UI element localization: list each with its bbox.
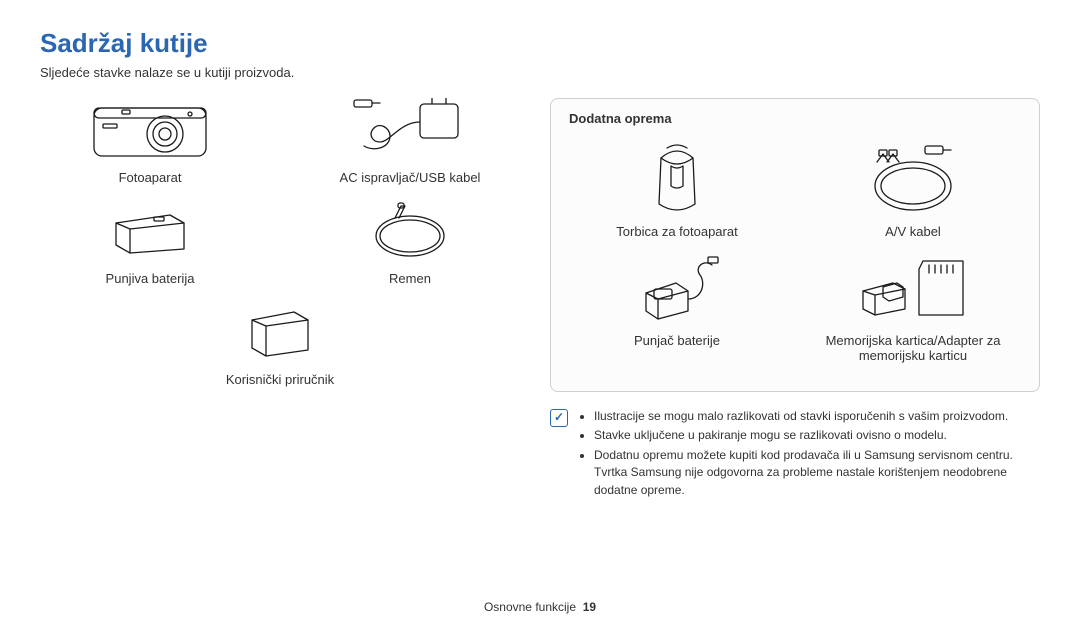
included-row-1: Fotoaparat AC ispravljač/USB kabel — [40, 98, 520, 199]
charger-icon — [632, 249, 722, 329]
footer-page: 19 — [583, 600, 596, 614]
notes-box: ✓ Ilustracije se mogu malo razlikovati o… — [550, 408, 1040, 501]
optional-row-1: Torbica za fotoaparat — [569, 140, 1021, 239]
memory-card-icon — [853, 249, 973, 329]
adapter-icon — [350, 98, 470, 164]
camera-icon — [90, 98, 210, 164]
item-charger-label: Punjač baterije — [634, 333, 720, 348]
item-camera: Fotoaparat — [40, 98, 260, 185]
page-title: Sadržaj kutije — [40, 28, 1040, 59]
item-adapter: AC ispravljač/USB kabel — [300, 98, 520, 185]
item-strap: Remen — [300, 199, 520, 286]
page-footer: Osnovne funkcije 19 — [0, 600, 1080, 614]
note-1: Ilustracije se mogu malo razlikovati od … — [594, 408, 1040, 425]
notes-list: Ilustracije se mogu malo razlikovati od … — [578, 408, 1040, 501]
item-manual-label: Korisnički priručnik — [226, 372, 334, 387]
item-manual: Korisnički priručnik — [40, 300, 520, 387]
item-battery-label: Punjiva baterija — [106, 271, 195, 286]
manual-icon — [246, 300, 314, 366]
item-battery: Punjiva baterija — [40, 199, 260, 286]
info-icon: ✓ — [550, 409, 568, 427]
included-row-3: Korisnički priručnik — [40, 300, 520, 401]
optional-heading: Dodatna oprema — [569, 111, 1021, 126]
strap-icon — [365, 199, 455, 265]
item-case: Torbica za fotoaparat — [569, 140, 785, 239]
included-items: Fotoaparat AC ispravljač/USB kabel — [40, 98, 520, 501]
optional-panel: Dodatna oprema Torbica za fotoaparat — [550, 98, 1040, 392]
optional-column: Dodatna oprema Torbica za fotoaparat — [550, 98, 1040, 501]
item-charger: Punjač baterije — [569, 249, 785, 363]
item-strap-label: Remen — [389, 271, 431, 286]
page-subtitle: Sljedeće stavke nalaze se u kutiji proiz… — [40, 65, 1040, 80]
item-memcard: Memorijska kartica/Adapter za memorijsku… — [805, 249, 1021, 363]
item-adapter-label: AC ispravljač/USB kabel — [340, 170, 481, 185]
item-memcard-label: Memorijska kartica/Adapter za memorijsku… — [805, 333, 1021, 363]
content-columns: Fotoaparat AC ispravljač/USB kabel — [40, 98, 1040, 501]
av-cable-icon — [863, 140, 963, 220]
item-av-label: A/V kabel — [885, 224, 941, 239]
footer-section: Osnovne funkcije — [484, 600, 576, 614]
case-icon — [647, 140, 707, 220]
item-av: A/V kabel — [805, 140, 1021, 239]
optional-row-2: Punjač baterije — [569, 249, 1021, 363]
item-camera-label: Fotoaparat — [119, 170, 182, 185]
note-2: Stavke uključene u pakiranje mogu se raz… — [594, 427, 1040, 444]
note-3: Dodatnu opremu možete kupiti kod prodava… — [594, 447, 1040, 499]
included-row-2: Punjiva baterija Remen — [40, 199, 520, 300]
battery-icon — [110, 199, 190, 265]
item-case-label: Torbica za fotoaparat — [616, 224, 737, 239]
